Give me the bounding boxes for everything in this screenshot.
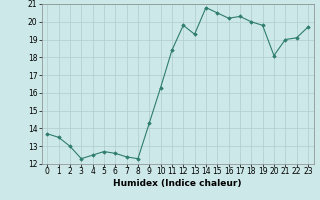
X-axis label: Humidex (Indice chaleur): Humidex (Indice chaleur) — [113, 179, 242, 188]
